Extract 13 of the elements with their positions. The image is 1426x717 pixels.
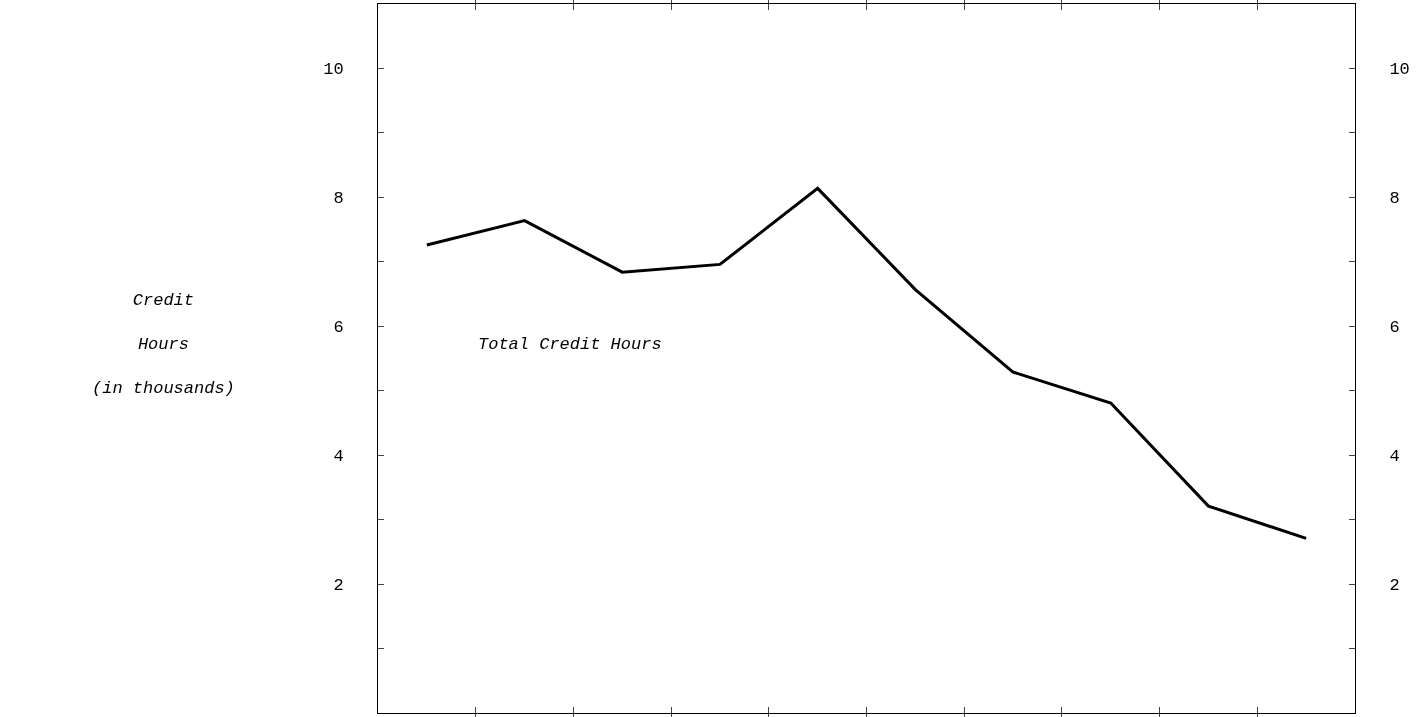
y2-tick-label: 4: [1389, 447, 1400, 467]
y2-tick-label: 2: [1389, 576, 1400, 596]
text: Total Credit Hours: [478, 335, 662, 354]
text: Credit Hours (in thousands): [92, 291, 235, 399]
y2-tick-label: 6: [1389, 318, 1400, 338]
y2-tick-label: 8: [1389, 189, 1400, 209]
y-tick-label: 8: [333, 189, 344, 209]
y-tick-label: 4: [333, 447, 344, 467]
y-tick-label: 6: [333, 318, 344, 338]
y2-tick-label: 10: [1389, 60, 1410, 80]
y-tick-label: 2: [333, 576, 344, 596]
y-tick-label: 10: [323, 60, 344, 80]
line-series: [425, 186, 1308, 540]
